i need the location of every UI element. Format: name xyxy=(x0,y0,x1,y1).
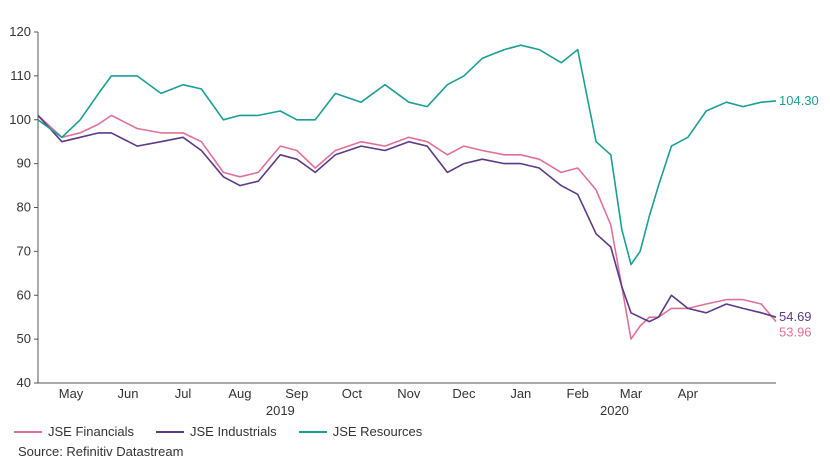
legend-label-financials: JSE Financials xyxy=(48,424,134,439)
x-tick-label: May xyxy=(59,386,84,401)
x-tick-label: Jul xyxy=(175,386,192,401)
y-tick-label: 100 xyxy=(9,112,31,127)
x-tick-label: Aug xyxy=(228,386,251,401)
y-tick-label: 110 xyxy=(10,68,31,83)
y-tick-label: 40 xyxy=(17,375,31,390)
series-lines xyxy=(37,44,777,340)
x-tick-label: Oct xyxy=(342,386,363,401)
y-tick-label: 60 xyxy=(17,287,31,302)
x-tick-label: Nov xyxy=(397,386,421,401)
x-tick-label: Jan xyxy=(510,386,531,401)
x-tick-label: Jun xyxy=(117,386,138,401)
legend-label-resources: JSE Resources xyxy=(332,424,423,439)
legend-item-resources: JSE Resources xyxy=(298,424,423,439)
legend-swatch-financials xyxy=(14,430,42,433)
y-tick-label: 120 xyxy=(9,24,31,39)
legend-label-industrials: JSE Industrials xyxy=(189,424,277,439)
end-label-jse-industrials: 54.69 xyxy=(779,309,812,324)
x-tick-label: Sep xyxy=(285,386,308,401)
x-tick-label: Mar xyxy=(620,386,643,401)
x-year-label: 2019 xyxy=(266,403,295,418)
legend-item-industrials: JSE Industrials xyxy=(155,424,277,439)
y-tick-label: 90 xyxy=(17,156,31,171)
series-line-jse-financials xyxy=(37,114,777,340)
legend-swatch-industrials xyxy=(155,430,184,433)
series-line-jse-resources xyxy=(37,44,777,266)
legend: JSE Financials JSE Industrials JSE Resou… xyxy=(14,424,422,439)
series-line-jse-industrials xyxy=(37,114,777,323)
y-tick-label: 70 xyxy=(17,243,31,258)
x-tick-label: Feb xyxy=(567,386,589,401)
x-tick-label: Dec xyxy=(452,386,476,401)
x-tick-label: Apr xyxy=(678,386,699,401)
x-year-label: 2020 xyxy=(600,403,629,418)
y-axis: 40 50 60 70 80 90 100 110 120 xyxy=(9,24,39,390)
y-tick-label: 80 xyxy=(17,200,31,215)
legend-item-financials: JSE Financials xyxy=(14,424,134,439)
legend-swatch-resources xyxy=(298,430,327,433)
source-note: Source: Refinitiv Datastream xyxy=(18,444,184,459)
end-label-jse-resources: 104.30 xyxy=(779,93,819,108)
end-label-jse-financials: 53.96 xyxy=(779,325,812,340)
y-tick-label: 50 xyxy=(17,331,31,346)
x-axis: May Jun Jul Aug Sep Oct Nov Dec Jan Feb Mar Apr 2019… xyxy=(38,382,776,418)
